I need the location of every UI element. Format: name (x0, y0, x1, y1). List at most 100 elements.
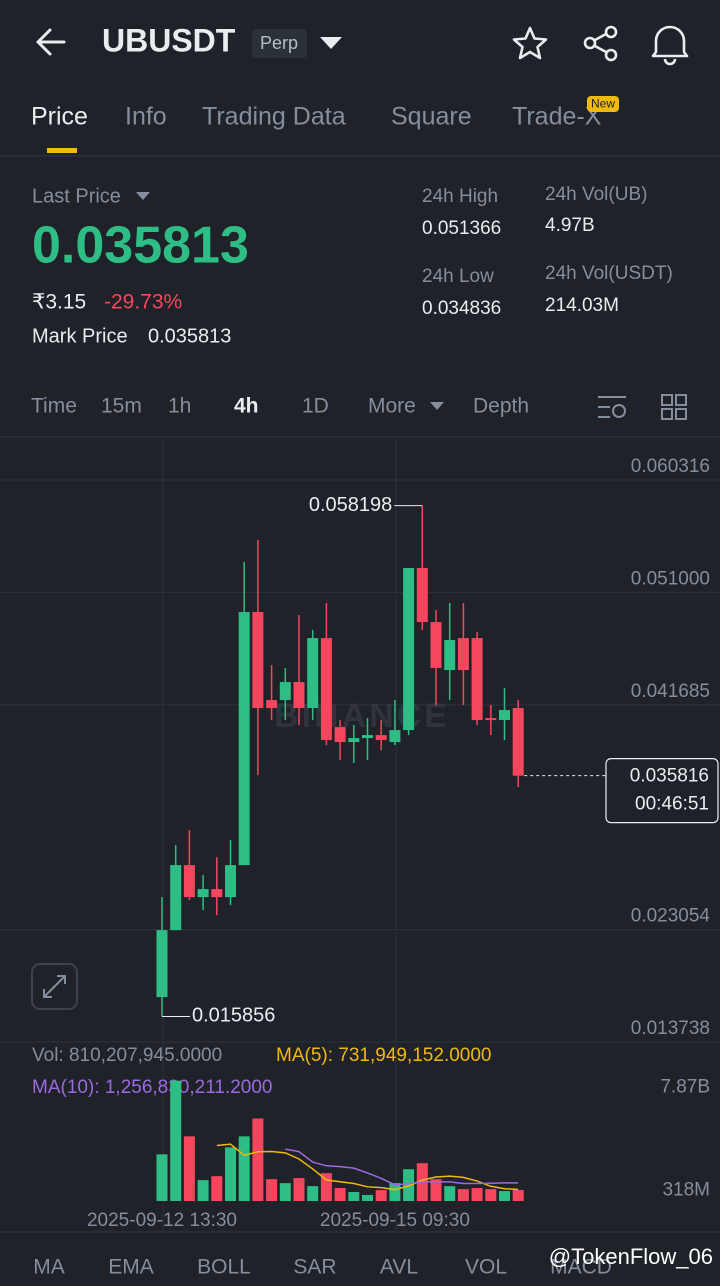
y-tick-label: 0.041685 (631, 681, 710, 702)
y-tick-label: 0.023054 (631, 906, 711, 927)
interval[interactable]: 15m (101, 395, 142, 418)
more-dropdown[interactable] (430, 402, 444, 410)
candle-body (156, 930, 168, 998)
volume-bar (362, 1194, 373, 1201)
last-price: 0.035813 (32, 217, 249, 275)
candle-body (471, 638, 483, 721)
low-label: 24h Low (422, 266, 494, 287)
indicator-tab[interactable]: AVL (380, 1256, 418, 1279)
layout-icon[interactable] (661, 394, 687, 420)
interval[interactable]: Depth (473, 395, 529, 418)
volume-bar (375, 1190, 387, 1201)
chart-settings-icon[interactable] (598, 396, 626, 418)
candle-body (252, 612, 264, 709)
candle-body (266, 700, 278, 709)
volume-tick-label: 7.87B (660, 1077, 710, 1098)
volume-bar (293, 1178, 305, 1201)
mark-price-label: Mark Price (32, 325, 128, 347)
volume-chart: Vol: 810,207,945.0000 MA(5): 731,949,152.… (32, 1045, 710, 1201)
ma10-label: MA(10): 1,256,830,211.2000 (32, 1077, 273, 1098)
current-price-label: 0.035816 (630, 766, 709, 787)
volume-bar (183, 1136, 195, 1201)
volume-bar (320, 1173, 332, 1201)
tab[interactable]: Trade-X (512, 103, 602, 131)
candle-body (225, 865, 236, 898)
current-price-box (605, 758, 719, 824)
interval[interactable]: 1D (302, 395, 329, 418)
indicator-tab[interactable]: SAR (293, 1256, 336, 1279)
fullscreen-button[interactable] (31, 963, 78, 1010)
candle-body (320, 638, 332, 741)
candle-body (512, 708, 524, 776)
back-button[interactable] (36, 28, 66, 56)
indicator-tab[interactable]: EMA (108, 1256, 154, 1279)
favorite-icon[interactable] (512, 26, 548, 60)
interval[interactable]: Time (31, 395, 77, 418)
volume-tick-label: 318M (662, 1180, 710, 1201)
volume-bar (279, 1183, 291, 1201)
volume-bar (457, 1189, 469, 1201)
indicator-tab[interactable]: VOL (465, 1256, 507, 1279)
volume-bar (266, 1179, 278, 1201)
indicator-tab[interactable]: MA (33, 1256, 65, 1279)
interval[interactable]: 1h (168, 395, 191, 418)
countdown: 00:46:51 (635, 794, 709, 815)
ma5-label: MA(5): 731,949,152.0000 (276, 1045, 492, 1066)
active-tab-indicator (47, 148, 77, 153)
volume-bar (225, 1147, 236, 1201)
high-value: 0.051366 (422, 218, 501, 239)
volume-label: Vol: 810,207,945.0000 (32, 1045, 222, 1066)
volume-bar (444, 1186, 456, 1201)
high-label: 24h High (422, 186, 498, 207)
last-price-label[interactable]: Last Price (32, 185, 121, 207)
vol-usdt-label: 24h Vol(USDT) (545, 263, 673, 284)
candle-body (348, 738, 360, 743)
candle-body (170, 865, 182, 931)
y-tick-label: 0.060316 (631, 456, 710, 477)
tab[interactable]: Price (31, 103, 88, 131)
last-price-dropdown[interactable] (136, 192, 150, 200)
volume-bar (430, 1179, 442, 1201)
tab[interactable]: Square (391, 103, 472, 131)
watermark-handle: @TokenFlow_06 (549, 1244, 713, 1269)
candle-body (293, 682, 305, 709)
y-tick-label: 0.013738 (631, 1018, 710, 1039)
price-change: -29.73% (104, 291, 182, 314)
volume-bar (389, 1183, 401, 1201)
notification-icon[interactable] (651, 25, 689, 66)
vol-ub-value: 4.97B (545, 215, 595, 236)
tab[interactable]: Trading Data (202, 103, 346, 131)
ma5-line (216, 1143, 519, 1191)
x-tick-label: 2025-09-15 09:30 (320, 1210, 470, 1231)
volume-bar (499, 1191, 510, 1201)
candle-body (211, 889, 223, 898)
candle-body (334, 727, 346, 743)
y-tick-label: 0.051000 (631, 568, 710, 589)
tab[interactable]: Info (125, 103, 167, 131)
indicator-tab[interactable]: BOLL (197, 1256, 251, 1279)
low-marker-label: 0.015856 (192, 1005, 275, 1027)
candle-body (430, 622, 442, 669)
inr-price: ₹3.15 (32, 291, 86, 314)
indicator-tab[interactable]: MACD (550, 1256, 612, 1279)
symbol-dropdown[interactable] (320, 37, 342, 49)
ma10-line (285, 1148, 519, 1186)
interval[interactable]: More (368, 395, 416, 418)
candle-body (416, 568, 428, 623)
candle-body (238, 612, 250, 866)
volume-bar (238, 1136, 250, 1201)
volume-bar (471, 1188, 483, 1201)
share-icon[interactable] (583, 25, 618, 62)
volume-bar (485, 1189, 497, 1201)
volume-bar (197, 1180, 209, 1201)
candle-body (499, 710, 510, 721)
volume-bar (307, 1186, 319, 1201)
interval[interactable]: 4h (234, 395, 259, 418)
new-badge: New (591, 97, 615, 111)
candle-body (444, 640, 456, 671)
x-tick-label: 2025-09-12 13:30 (87, 1210, 237, 1231)
symbol[interactable]: UBUSDT (102, 22, 236, 58)
